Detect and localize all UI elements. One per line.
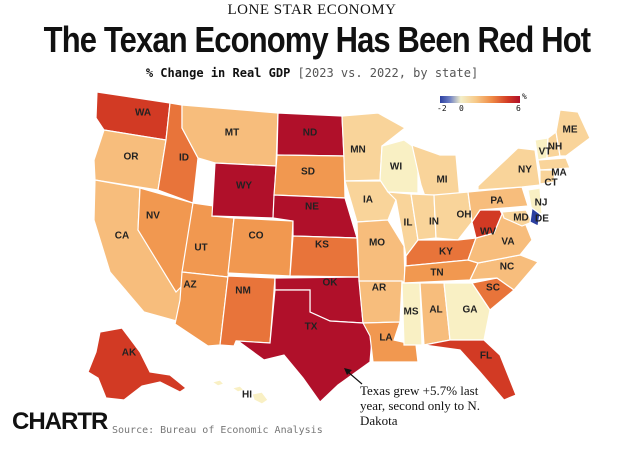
state-nv <box>137 187 194 293</box>
state-ak <box>87 327 188 401</box>
state-label-wi: WI <box>390 162 402 173</box>
states-layer <box>87 91 591 405</box>
state-label-il: IL <box>404 218 413 229</box>
texas-annotation: Texas grew +5.7% last year, second only … <box>360 383 481 428</box>
state-ms <box>401 282 423 346</box>
state-label-id: ID <box>179 153 189 164</box>
kicker: LONE STAR ECONOMY <box>227 2 397 18</box>
legend-tick-max: 6 <box>516 104 521 113</box>
subtitle: % Change in Real GDP [2023 vs. 2022, by … <box>0 66 624 80</box>
state-label-oh: OH <box>457 210 472 221</box>
legend-tick-zero: 0 <box>459 104 464 113</box>
state-ct <box>539 169 556 185</box>
state-label-ar: AR <box>372 283 387 294</box>
labels-layer: WA OR CA ID NV UT AZ MT WY CO NM ND SD NE KS OK TX MN IA MO… <box>115 108 578 401</box>
state-label-ma: MA <box>551 168 567 179</box>
state-label-al: AL <box>429 305 442 316</box>
subtitle-measure: % Change in Real GDP <box>145 66 291 80</box>
state-ny <box>477 147 541 191</box>
state-label-tx: TX <box>305 322 318 333</box>
state-label-ne: NE <box>305 202 319 213</box>
state-label-hi: HI <box>242 390 252 401</box>
us-gdp-map: WA OR CA ID NV UT AZ MT WY CO NM ND SD NE KS OK TX MN IA MO… <box>87 91 591 405</box>
state-label-tn: TN <box>430 268 443 279</box>
state-label-nv: NV <box>146 211 160 222</box>
state-hi <box>210 379 269 405</box>
state-label-mo: MO <box>369 238 385 249</box>
state-label-ky: KY <box>439 247 453 258</box>
state-mo <box>356 219 406 283</box>
legend-gradient-bar <box>440 96 520 103</box>
color-legend: % -2 0 6 <box>437 92 530 116</box>
state-label-nc: NC <box>500 262 514 273</box>
state-la <box>362 321 419 363</box>
subtitle-note: [2023 vs. 2022, by state] <box>297 66 479 80</box>
state-fl <box>423 339 517 401</box>
state-label-wv: WV <box>480 227 496 238</box>
state-label-wy: WY <box>236 181 252 192</box>
state-label-ga: GA <box>463 305 478 316</box>
state-label-nm: NM <box>235 286 251 297</box>
legend-tick-min: -2 <box>437 104 447 113</box>
state-label-la: LA <box>379 333 392 344</box>
state-co <box>227 217 294 277</box>
state-me <box>555 109 591 157</box>
state-label-ak: AK <box>122 348 137 359</box>
chartr-logo: CHARTR <box>12 408 108 435</box>
state-label-va: VA <box>501 237 514 248</box>
state-oh <box>433 191 473 241</box>
state-ia <box>344 180 397 223</box>
state-label-ca: CA <box>115 231 129 242</box>
state-label-wa: WA <box>135 108 151 119</box>
state-label-fl: FL <box>480 351 492 362</box>
page-title: The Texan Economy Has Been Red Hot <box>43 19 591 60</box>
legend-unit: % <box>522 92 527 101</box>
state-label-ms: MS <box>404 307 419 318</box>
state-label-ct: CT <box>544 178 557 189</box>
state-label-mi: MI <box>436 175 447 186</box>
state-label-or: OR <box>124 152 140 163</box>
state-label-ks: KS <box>315 240 329 251</box>
source-note: Source: Bureau of Economic Analysis <box>112 425 323 436</box>
state-ma <box>537 157 571 171</box>
state-label-de: DE <box>535 214 549 225</box>
state-label-pa: PA <box>490 196 503 207</box>
state-label-ny: NY <box>518 165 532 176</box>
state-label-co: CO <box>249 231 264 242</box>
state-label-vt: VT <box>539 147 552 158</box>
state-label-ut: UT <box>194 243 207 254</box>
state-label-nj: NJ <box>535 198 548 209</box>
state-label-nd: ND <box>303 128 317 139</box>
state-wi <box>379 139 419 194</box>
state-label-in: IN <box>429 217 439 228</box>
state-label-me: ME <box>563 125 578 136</box>
state-ga <box>443 282 491 341</box>
annotation-arrow <box>344 368 363 385</box>
state-de <box>529 206 541 227</box>
state-label-mn: MN <box>350 145 366 156</box>
state-label-mt: MT <box>225 128 239 139</box>
state-tx <box>235 289 374 403</box>
state-label-ia: IA <box>363 195 373 206</box>
state-label-sd: SD <box>301 167 315 178</box>
state-md <box>501 209 533 227</box>
state-label-nh: NH <box>548 142 562 153</box>
state-label-ok: OK <box>323 278 339 289</box>
state-label-md: MD <box>513 213 529 224</box>
state-label-az: AZ <box>183 280 196 291</box>
state-label-sc: SC <box>486 283 500 294</box>
